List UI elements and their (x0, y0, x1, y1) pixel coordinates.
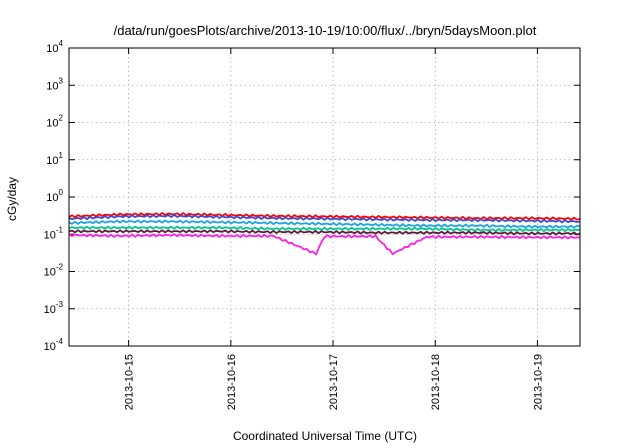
y-axis-ticks: 10-4 10-3 10-2 10-1 100 101 102 103 104 (44, 39, 580, 353)
x-tick-label: 2013-10-19 (532, 354, 544, 410)
y-tick-label: 10-2 (44, 263, 64, 279)
x-axis-ticks: 2013-10-15 2013-10-16 2013-10-17 2013-10-18… (124, 48, 544, 410)
x-tick-label: 2013-10-16 (226, 354, 238, 410)
series-line (68, 229, 581, 236)
y-tick-label: 102 (46, 114, 63, 130)
y-tick-label: 100 (46, 188, 63, 204)
series-line (68, 219, 581, 229)
series-line (68, 213, 581, 224)
x-tick-label: 2013-10-17 (328, 354, 340, 410)
y-tick-label: 101 (46, 151, 63, 167)
series-line (68, 233, 581, 256)
series-group (68, 212, 581, 256)
y-tick-label: 103 (46, 76, 63, 92)
series-line (68, 212, 581, 221)
y-tick-label: 10-3 (44, 300, 64, 316)
series-line (68, 225, 581, 233)
plot-frame (68, 47, 581, 347)
x-tick-label: 2013-10-15 (124, 354, 136, 410)
y-axis-label: cGy/day (5, 177, 19, 221)
grid (69, 48, 580, 346)
x-tick-label: 2013-10-18 (430, 354, 442, 410)
x-axis-label: Coordinated Universal Time (UTC) (233, 429, 417, 443)
y-tick-label: 10-1 (44, 225, 64, 241)
chart-title: /data/run/goesPlots/archive/2013-10-19/1… (114, 23, 537, 38)
y-tick-label: 10-4 (44, 337, 64, 353)
y-tick-label: 104 (46, 39, 63, 55)
